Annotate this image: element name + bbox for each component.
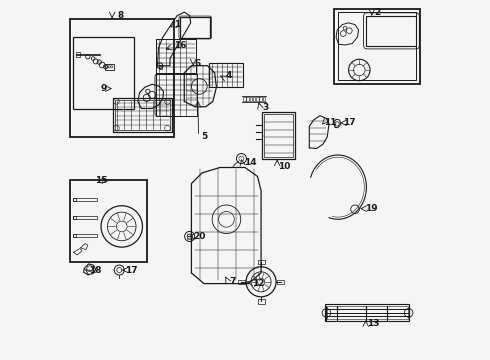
Bar [277,280,284,284]
Bar [73,234,76,237]
Text: 19: 19 [365,204,377,213]
Text: 18: 18 [89,266,101,275]
Text: 7: 7 [230,276,236,285]
Bar [249,97,252,102]
Text: 5: 5 [201,132,207,141]
Bar [75,53,80,58]
Text: 12: 12 [252,279,265,288]
Bar [70,19,173,137]
Bar [209,63,243,87]
Bar [243,97,245,102]
Bar [105,64,114,70]
Bar [156,73,197,116]
Text: 17: 17 [343,118,356,127]
Bar [156,39,196,73]
Text: 4: 4 [225,71,232,80]
Bar [73,216,76,219]
Text: 17: 17 [125,266,138,275]
Bar [258,299,265,303]
Bar [238,280,245,284]
Bar [258,260,265,264]
Text: 10: 10 [278,162,290,171]
Text: 13: 13 [367,319,380,328]
Bar [187,234,192,239]
Bar [180,17,210,38]
Text: 9: 9 [100,84,107,93]
Bar [253,97,255,102]
Bar [259,97,262,102]
Text: 14: 14 [245,158,257,167]
Text: 8: 8 [117,11,123,20]
Bar [115,100,170,130]
Bar [159,66,162,68]
Bar [73,234,97,237]
Bar [73,216,97,219]
Bar [262,112,295,158]
Text: 20: 20 [193,231,206,240]
Bar [73,37,134,109]
Bar [73,198,76,202]
Bar [264,114,293,157]
Bar [246,97,249,102]
Bar [334,9,420,84]
Text: 11: 11 [324,118,337,127]
Text: 6: 6 [195,59,201,68]
Bar [325,304,409,321]
Text: 1: 1 [174,20,180,29]
Bar [327,306,408,319]
Bar [263,97,265,102]
Bar [338,12,416,80]
Text: 15: 15 [95,176,107,185]
Bar [70,180,147,262]
Bar [256,97,259,102]
Bar [73,198,97,202]
Bar [367,16,416,46]
Text: 2: 2 [374,8,381,17]
Text: 16: 16 [173,41,186,50]
Bar [113,98,172,132]
Text: 3: 3 [262,103,269,112]
